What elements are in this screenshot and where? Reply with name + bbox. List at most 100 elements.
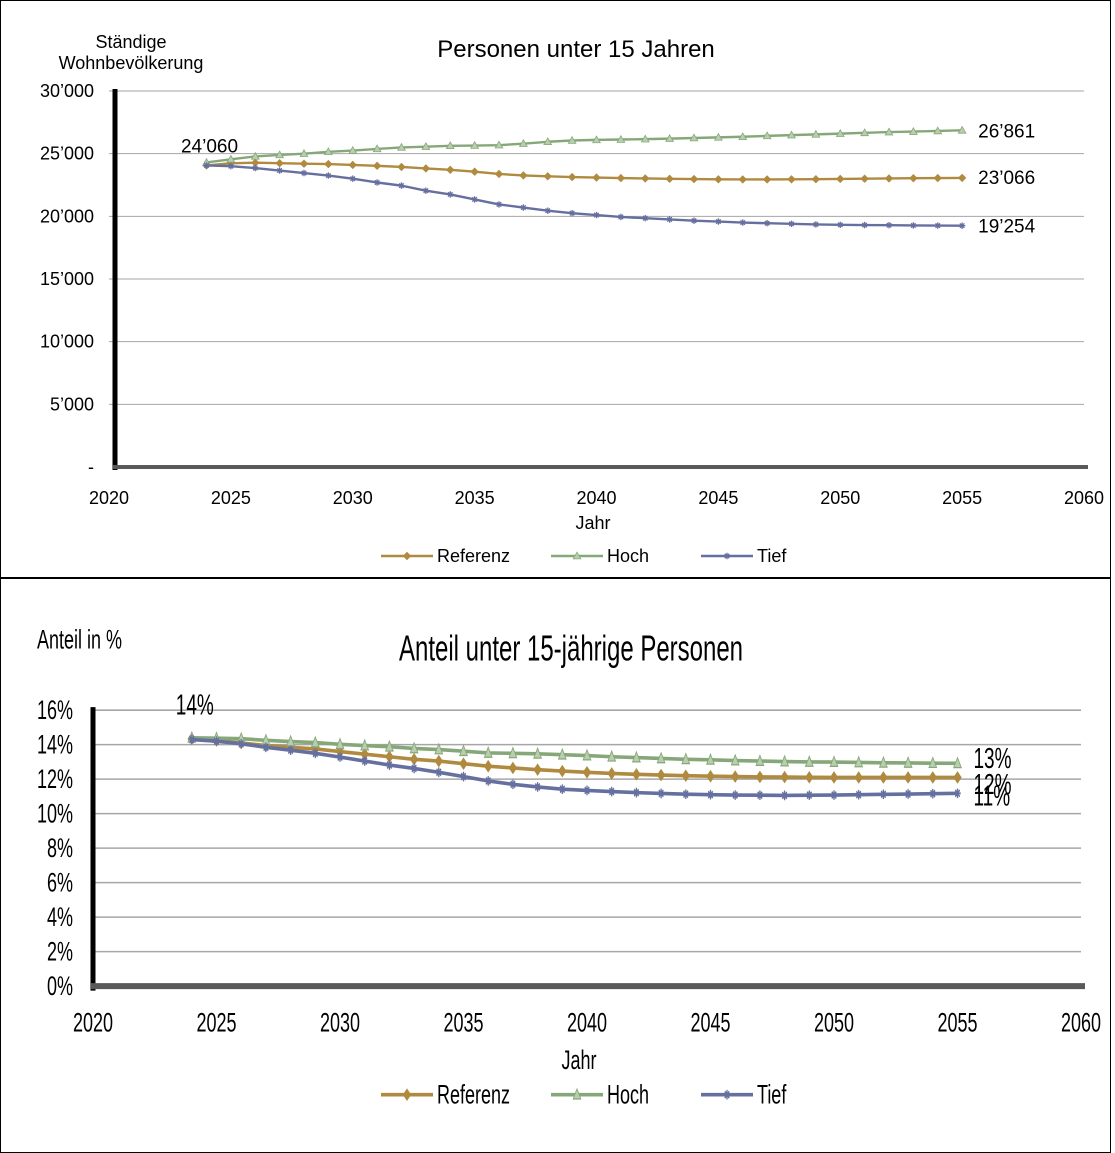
data-point-referenz [909, 174, 918, 183]
y-tick-label: 20’000 [40, 206, 94, 226]
data-point-hoch [738, 132, 748, 140]
data-point-tief [690, 217, 698, 224]
chart-panel-children-count: - 5’000 10’000 15’000 20’000 25’000 30’000 2020… [0, 0, 1111, 578]
series-line-referenz [206, 161, 963, 181]
data-point-tief [495, 201, 503, 208]
data-point-referenz [780, 770, 789, 784]
chart-title: Anteil unter 15-jährige Personen [399, 627, 743, 668]
data-point-hoch [616, 134, 626, 143]
data-point-hoch [582, 748, 592, 761]
data-point-tief [227, 163, 235, 170]
line-chart-children-share: 0%2%4%6%8%10%12%14%16%2020 2025 2030 2035 20… [37, 624, 1101, 1110]
data-point-referenz [879, 771, 888, 784]
data-point-hoch [656, 751, 666, 764]
data-point-hoch [953, 756, 962, 769]
data-point-tief [666, 216, 673, 223]
legend-item-referenz: Referenz [381, 1079, 510, 1110]
data-point-referenz [508, 761, 518, 775]
data-point-tief [812, 221, 820, 228]
data-point-hoch [494, 140, 504, 149]
x-tick-label: 2030 [333, 488, 373, 508]
data-point-tief [583, 785, 591, 796]
x-tick-label: 2025 [196, 1007, 236, 1038]
data-point-referenz [567, 172, 577, 182]
data-point-tief [617, 213, 625, 221]
data-point-referenz [251, 158, 260, 167]
data-point-referenz [470, 167, 479, 176]
data-point-tief [373, 179, 381, 186]
legend-marker [402, 551, 412, 561]
data-point-referenz [275, 158, 284, 168]
data-point-tief [861, 221, 868, 229]
data-point-referenz [884, 174, 894, 183]
x-tick-label: 2060 [1061, 1007, 1101, 1038]
x-tick-label: 2020 [89, 488, 129, 508]
series-line-tief [191, 737, 958, 798]
data-point-tief [855, 789, 862, 800]
data-point-referenz [755, 770, 765, 784]
data-point-tief [657, 788, 665, 799]
data-point-hoch [533, 746, 543, 759]
y-tick-label: 30’000 [40, 81, 94, 101]
data-point-referenz [494, 169, 504, 179]
x-tick-label: 2030 [320, 1007, 360, 1038]
data-point-tief [312, 748, 319, 759]
data-point-hoch [567, 135, 577, 144]
data-point-hoch [299, 149, 309, 157]
data-point-hoch [681, 752, 691, 765]
data-point-hoch [787, 130, 796, 139]
data-point-hoch [860, 128, 870, 137]
data-point-tief [213, 736, 220, 747]
data-point-hoch [250, 151, 260, 160]
data-point-hoch [908, 127, 918, 135]
x-tick-label: 2045 [690, 1007, 730, 1038]
data-point-referenz [397, 162, 406, 172]
data-point-referenz [607, 767, 616, 780]
y-tick-label: 10’000 [40, 332, 94, 352]
data-point-referenz [592, 173, 601, 182]
y-tick-label: 5’000 [50, 394, 94, 414]
data-point-tief [954, 788, 961, 799]
data-point-tief [756, 790, 764, 801]
data-point-tief [485, 776, 492, 786]
data-point-referenz [324, 159, 333, 169]
data-point-tief [386, 760, 393, 770]
data-point-referenz [787, 175, 796, 184]
y-tick-label: 4% [47, 901, 73, 932]
data-point-tief [238, 738, 245, 749]
data-point-tief [422, 187, 430, 194]
x-tick-label: 2055 [942, 488, 982, 508]
data-point-hoch [878, 755, 888, 768]
legend-item-hoch: Hoch [551, 546, 649, 566]
data-point-tief [325, 172, 332, 179]
y-axis-label: Anteil in % [37, 624, 122, 655]
data-label: 23’066 [978, 168, 1035, 189]
data-point-referenz [372, 161, 382, 171]
legend-item-hoch: Hoch [551, 1079, 649, 1110]
x-axis-label: Jahr [575, 513, 610, 533]
data-point-tief [398, 182, 405, 189]
data-point-hoch [543, 137, 553, 146]
data-point-hoch [811, 129, 821, 138]
data-point-referenz [459, 757, 468, 770]
data-point-referenz [836, 174, 845, 184]
data-point-hoch [780, 754, 790, 767]
data-point-hoch [360, 738, 370, 751]
data-point-tief [763, 220, 771, 227]
data-point-tief [460, 771, 467, 782]
x-axis-label: Jahr [561, 1044, 596, 1075]
legend-label: Hoch [607, 1079, 649, 1110]
data-point-tief [880, 789, 887, 800]
data-point-hoch [607, 749, 617, 762]
x-tick-label: 2050 [814, 1007, 854, 1038]
data-point-referenz [348, 160, 357, 170]
data-point-hoch [384, 739, 394, 752]
data-point-hoch [483, 746, 493, 758]
data-point-referenz [665, 174, 674, 184]
data-point-referenz [632, 768, 641, 781]
data-point-referenz [360, 747, 369, 761]
legend-label: Hoch [607, 546, 649, 566]
y-tick-label: 15’000 [40, 269, 94, 289]
data-point-hoch [957, 125, 967, 134]
data-point-hoch [903, 756, 913, 768]
